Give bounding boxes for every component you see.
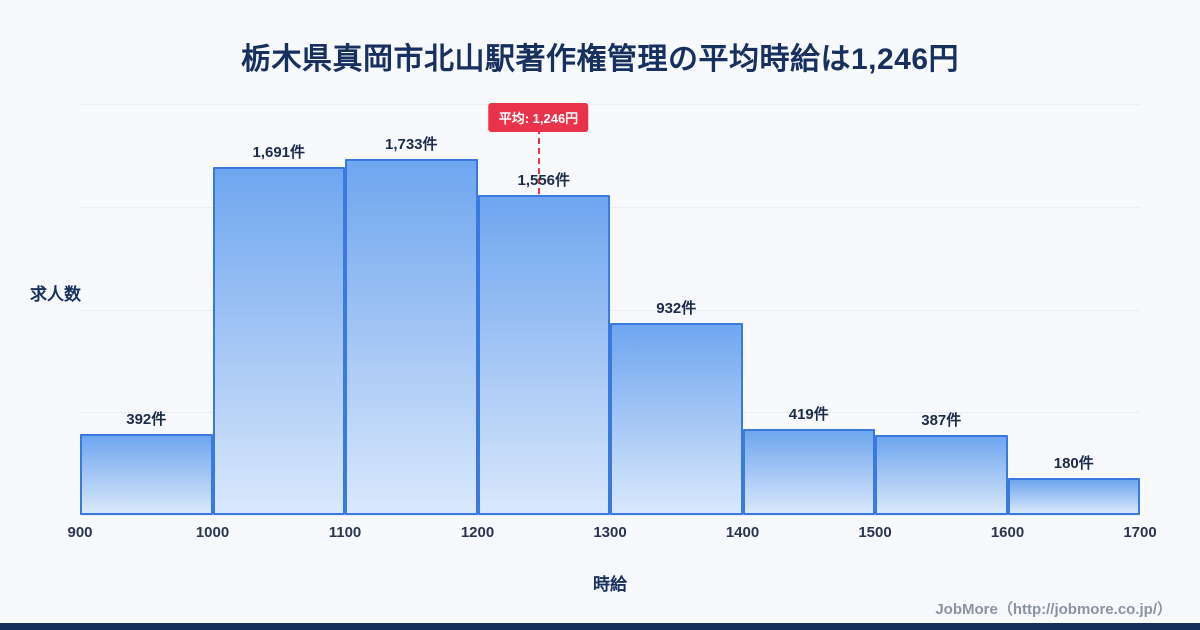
bar-value-label: 419件 [788,405,829,423]
histogram-bar [212,167,345,515]
histogram-bar [875,435,1008,515]
bar-value-label: 392件 [126,411,167,429]
x-tick-label: 1000 [195,524,230,541]
histogram-bar [80,434,213,515]
x-tick-label: 1500 [858,524,892,541]
gridline [80,515,1140,516]
histogram-bar [345,158,478,515]
x-tick-label: 1600 [990,524,1025,541]
histogram-bar [477,195,610,515]
gridline [80,206,1140,208]
bottom-accent-bar [0,623,1200,630]
bar-value-label: 1,556件 [517,172,571,190]
average-badge: 平均: 1,246円 [488,103,589,132]
x-axis-label: 時給 [593,575,627,594]
bar-value-label: 180件 [1053,455,1094,472]
x-tick-label: 1300 [593,524,627,541]
bar-value-label: 1,733件 [384,135,438,153]
histogram-bar [1007,478,1140,515]
bar-value-label: 932件 [656,300,697,318]
histogram-bar [610,323,743,515]
chart-title: 栃木県真岡市北山駅著作権管理の平均時給は1,246円 [240,43,960,76]
gridline [80,104,1140,105]
histogram-bar [742,428,875,515]
x-tick-label: 1700 [1123,524,1157,541]
x-tick-label: 1100 [328,524,362,541]
footer-credit: JobMore（http://jobmore.co.jp/） [935,601,1172,618]
gridline [80,309,1140,311]
bar-value-label: 387件 [921,412,962,430]
x-tick-label: 900 [67,524,93,541]
bar-value-label: 1,691件 [252,144,306,162]
x-tick-label: 1200 [460,524,495,541]
x-tick-label: 1400 [725,524,760,541]
y-axis-label: 求人数 [30,285,81,304]
